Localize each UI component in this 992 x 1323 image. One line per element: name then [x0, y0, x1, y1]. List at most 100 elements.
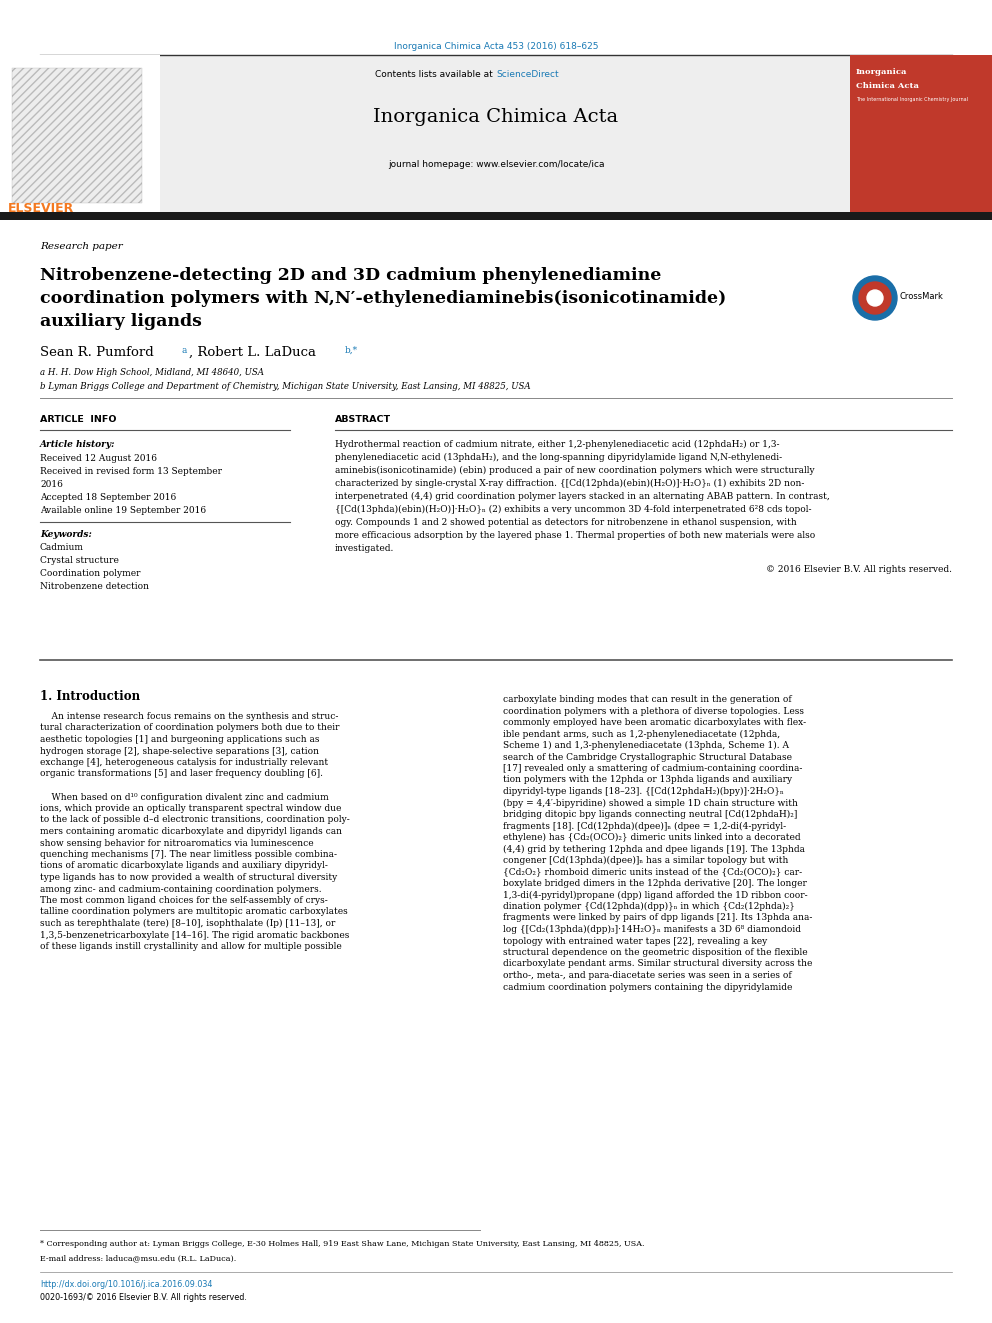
Text: ELSEVIER: ELSEVIER [8, 202, 74, 216]
Text: phenylenediacetic acid (13phdaH₂), and the long-spanning dipyridylamide ligand N: phenylenediacetic acid (13phdaH₂), and t… [335, 452, 782, 462]
Bar [10, 65, 145, 205]
Text: ethylene) has {Cd₂(OCO)₂} dimeric units linked into a decorated: ethylene) has {Cd₂(OCO)₂} dimeric units … [503, 833, 801, 843]
Text: Nitrobenzene-detecting 2D and 3D cadmium phenylenediamine: Nitrobenzene-detecting 2D and 3D cadmium… [40, 267, 662, 284]
Text: {Cd₂O₂} rhomboid dimeric units instead of the {Cd₂(OCO)₂} car-: {Cd₂O₂} rhomboid dimeric units instead o… [503, 868, 803, 877]
Text: ABSTRACT: ABSTRACT [335, 415, 391, 423]
Text: carboxylate binding modes that can result in the generation of: carboxylate binding modes that can resul… [503, 695, 792, 704]
Text: Available online 19 September 2016: Available online 19 September 2016 [40, 505, 206, 515]
Text: dination polymer {Cd(12phda)(dpp)}ₙ in which {Cd₂(12phda)₂}: dination polymer {Cd(12phda)(dpp)}ₙ in w… [503, 902, 795, 912]
Text: characterized by single-crystal X-ray diffraction. {[Cd(12phda)(ebin)(H₂O)]·H₂O}: characterized by single-crystal X-ray di… [335, 479, 805, 488]
Text: tion polymers with the 12phda or 13phda ligands and auxiliary: tion polymers with the 12phda or 13phda … [503, 775, 793, 785]
Text: Contents lists available at: Contents lists available at [375, 70, 496, 79]
Text: ible pendant arms, such as 1,2-phenylenediacetate (12phda,: ible pendant arms, such as 1,2-phenylene… [503, 729, 780, 738]
Text: Article history:: Article history: [40, 441, 115, 448]
Text: auxiliary ligands: auxiliary ligands [40, 314, 202, 329]
Text: Cadmium: Cadmium [40, 542, 84, 552]
Circle shape [859, 282, 891, 314]
Text: E-mail address: laduca@msu.edu (R.L. LaDuca).: E-mail address: laduca@msu.edu (R.L. LaD… [40, 1254, 236, 1262]
Text: fragments were linked by pairs of dpp ligands [21]. Its 13phda ana-: fragments were linked by pairs of dpp li… [503, 913, 812, 922]
Text: boxylate bridged dimers in the 12phda derivative [20]. The longer: boxylate bridged dimers in the 12phda de… [503, 878, 806, 888]
Text: 1. Introduction: 1. Introduction [40, 691, 140, 703]
Text: 1,3,5-benzenetricarboxylate [14–16]. The rigid aromatic backbones: 1,3,5-benzenetricarboxylate [14–16]. The… [40, 930, 349, 939]
Text: Nitrobenzene detection: Nitrobenzene detection [40, 582, 149, 591]
Text: coordination polymers with N,N′-ethylenediaminebis(isonicotinamide): coordination polymers with N,N′-ethylene… [40, 290, 726, 307]
Text: bridging ditopic bpy ligands connecting neutral [Cd(12phdaH)₂]: bridging ditopic bpy ligands connecting … [503, 810, 798, 819]
Text: ortho-, meta-, and para-diacetate series was seen in a series of: ortho-, meta-, and para-diacetate series… [503, 971, 792, 980]
Text: Inorganica Chimica Acta: Inorganica Chimica Acta [373, 108, 619, 126]
Text: cadmium coordination polymers containing the dipyridylamide: cadmium coordination polymers containing… [503, 983, 793, 991]
Text: {[Cd(13phda)(ebin)(H₂O)]·H₂O}ₙ (2) exhibits a very uncommon 3D 4-fold interpenet: {[Cd(13phda)(ebin)(H₂O)]·H₂O}ₙ (2) exhib… [335, 505, 811, 515]
Text: topology with entrained water tapes [22], revealing a key: topology with entrained water tapes [22]… [503, 937, 767, 946]
Text: exchange [4], heterogeneous catalysis for industrially relevant: exchange [4], heterogeneous catalysis fo… [40, 758, 328, 767]
Text: investigated.: investigated. [335, 544, 395, 553]
Text: Inorganica Chimica Acta 453 (2016) 618–625: Inorganica Chimica Acta 453 (2016) 618–6… [394, 42, 598, 52]
Text: type ligands has to now provided a wealth of structural diversity: type ligands has to now provided a wealt… [40, 873, 337, 882]
Text: interpenetrated (4,4) grid coordination polymer layers stacked in an alternating: interpenetrated (4,4) grid coordination … [335, 492, 829, 501]
Text: log {[Cd₂(13phda)(dpp)₃]·14H₂O}ₙ manifests a 3D 6⁸ diamondoid: log {[Cd₂(13phda)(dpp)₃]·14H₂O}ₙ manifes… [503, 925, 801, 934]
Text: mers containing aromatic dicarboxylate and dipyridyl ligands can: mers containing aromatic dicarboxylate a… [40, 827, 342, 836]
Text: ScienceDirect: ScienceDirect [496, 70, 558, 79]
Text: (4,4) grid by tethering 12phda and dpee ligands [19]. The 13phda: (4,4) grid by tethering 12phda and dpee … [503, 844, 805, 853]
Text: Research paper: Research paper [40, 242, 123, 251]
Text: Hydrothermal reaction of cadmium nitrate, either 1,2-phenylenediacetic acid (12p: Hydrothermal reaction of cadmium nitrate… [335, 441, 780, 448]
Text: among zinc- and cadmium-containing coordination polymers.: among zinc- and cadmium-containing coord… [40, 885, 321, 893]
Circle shape [867, 290, 883, 306]
Text: [17] revealed only a smattering of cadmium-containing coordina-: [17] revealed only a smattering of cadmi… [503, 763, 803, 773]
Text: ogy. Compounds 1 and 2 showed potential as detectors for nitrobenzene in ethanol: ogy. Compounds 1 and 2 showed potential … [335, 519, 797, 527]
Text: ions, which provide an optically transparent spectral window due: ions, which provide an optically transpa… [40, 804, 341, 814]
Text: http://dx.doi.org/10.1016/j.ica.2016.09.034: http://dx.doi.org/10.1016/j.ica.2016.09.… [40, 1279, 212, 1289]
Text: Inorganica: Inorganica [856, 67, 908, 75]
Text: b,*: b,* [345, 347, 358, 355]
Text: structural dependence on the geometric disposition of the flexible: structural dependence on the geometric d… [503, 949, 807, 957]
Text: talline coordination polymers are multitopic aromatic carboxylates: talline coordination polymers are multit… [40, 908, 348, 917]
Text: show sensing behavior for nitroaromatics via luminescence: show sensing behavior for nitroaromatics… [40, 839, 313, 848]
Text: journal homepage: www.elsevier.com/locate/ica: journal homepage: www.elsevier.com/locat… [388, 160, 604, 169]
Text: congener [Cd(13phda)(dpee)]ₙ has a similar topology but with: congener [Cd(13phda)(dpee)]ₙ has a simil… [503, 856, 789, 865]
Text: b Lyman Briggs College and Department of Chemistry, Michigan State University, E: b Lyman Briggs College and Department of… [40, 382, 531, 392]
Bar [0, 56, 160, 216]
Text: such as terephthalate (tere) [8–10], isophthalate (Ip) [11–13], or: such as terephthalate (tere) [8–10], iso… [40, 919, 335, 929]
Text: coordination polymers with a plethora of diverse topologies. Less: coordination polymers with a plethora of… [503, 706, 804, 716]
Text: more efficacious adsorption by the layered phase 1. Thermal properties of both n: more efficacious adsorption by the layer… [335, 531, 815, 540]
Bar [0, 212, 992, 220]
Text: * Corresponding author at: Lyman Briggs College, E-30 Holmes Hall, 919 East Shaw: * Corresponding author at: Lyman Briggs … [40, 1240, 645, 1248]
Text: The International Inorganic Chemistry Journal: The International Inorganic Chemistry Jo… [856, 97, 968, 102]
Circle shape [853, 277, 897, 320]
Text: ARTICLE  INFO: ARTICLE INFO [40, 415, 116, 423]
Text: organic transformations [5] and laser frequency doubling [6].: organic transformations [5] and laser fr… [40, 770, 323, 778]
Text: 2016: 2016 [40, 480, 62, 490]
Text: An intense research focus remains on the synthesis and struc-: An intense research focus remains on the… [40, 712, 338, 721]
Text: 0020-1693/© 2016 Elsevier B.V. All rights reserved.: 0020-1693/© 2016 Elsevier B.V. All right… [40, 1293, 247, 1302]
Text: The most common ligand choices for the self-assembly of crys-: The most common ligand choices for the s… [40, 896, 327, 905]
Text: Received 12 August 2016: Received 12 August 2016 [40, 454, 157, 463]
Text: fragments [18]. [Cd(12phda)(dpee)]ₙ (dpee = 1,2-di(4-pyridyl-: fragments [18]. [Cd(12phda)(dpee)]ₙ (dpe… [503, 822, 786, 831]
Text: tural characterization of coordination polymers both due to their: tural characterization of coordination p… [40, 724, 339, 733]
Text: CrossMark: CrossMark [899, 292, 942, 302]
Text: dipyridyl-type ligands [18–23]. {[Cd(12phdaH₂)(bpy)]·2H₂O}ₙ: dipyridyl-type ligands [18–23]. {[Cd(12p… [503, 787, 784, 796]
Bar [0, 56, 992, 216]
Text: Coordination polymer: Coordination polymer [40, 569, 141, 578]
Text: aminebis(isonicotinamide) (ebin) produced a pair of new coordination polymers wh: aminebis(isonicotinamide) (ebin) produce… [335, 466, 814, 475]
Text: a: a [182, 347, 187, 355]
Text: hydrogen storage [2], shape-selective separations [3], cation: hydrogen storage [2], shape-selective se… [40, 746, 319, 755]
Text: dicarboxylate pendant arms. Similar structural diversity across the: dicarboxylate pendant arms. Similar stru… [503, 959, 812, 968]
Text: Sean R. Pumford: Sean R. Pumford [40, 347, 158, 359]
Text: When based on d¹⁰ configuration divalent zinc and cadmium: When based on d¹⁰ configuration divalent… [40, 792, 328, 802]
Text: tions of aromatic dicarboxylate ligands and auxiliary dipyridyl-: tions of aromatic dicarboxylate ligands … [40, 861, 328, 871]
Text: Keywords:: Keywords: [40, 531, 92, 538]
Text: a H. H. Dow High School, Midland, MI 48640, USA: a H. H. Dow High School, Midland, MI 486… [40, 368, 264, 377]
Text: to the lack of possible d–d electronic transitions, coordination poly-: to the lack of possible d–d electronic t… [40, 815, 350, 824]
Text: aesthetic topologies [1] and burgeoning applications such as: aesthetic topologies [1] and burgeoning … [40, 736, 319, 744]
Text: Scheme 1) and 1,3-phenylenediacetate (13phda, Scheme 1). A: Scheme 1) and 1,3-phenylenediacetate (13… [503, 741, 789, 750]
Text: commonly employed have been aromatic dicarboxylates with flex-: commonly employed have been aromatic dic… [503, 718, 806, 728]
Text: Received in revised form 13 September: Received in revised form 13 September [40, 467, 222, 476]
Text: quenching mechanisms [7]. The near limitless possible combina-: quenching mechanisms [7]. The near limit… [40, 849, 337, 859]
Text: Accepted 18 September 2016: Accepted 18 September 2016 [40, 493, 177, 501]
Bar [12, 67, 142, 202]
Text: , Robert L. LaDuca: , Robert L. LaDuca [189, 347, 320, 359]
Text: 1,3-di(4-pyridyl)propane (dpp) ligand afforded the 1D ribbon coor-: 1,3-di(4-pyridyl)propane (dpp) ligand af… [503, 890, 807, 900]
Text: of these ligands instill crystallinity and allow for multiple possible: of these ligands instill crystallinity a… [40, 942, 342, 951]
Text: (bpy = 4,4′-bipyridine) showed a simple 1D chain structure with: (bpy = 4,4′-bipyridine) showed a simple … [503, 799, 798, 807]
Text: Chimica Acta: Chimica Acta [856, 82, 919, 90]
Text: © 2016 Elsevier B.V. All rights reserved.: © 2016 Elsevier B.V. All rights reserved… [766, 565, 952, 574]
